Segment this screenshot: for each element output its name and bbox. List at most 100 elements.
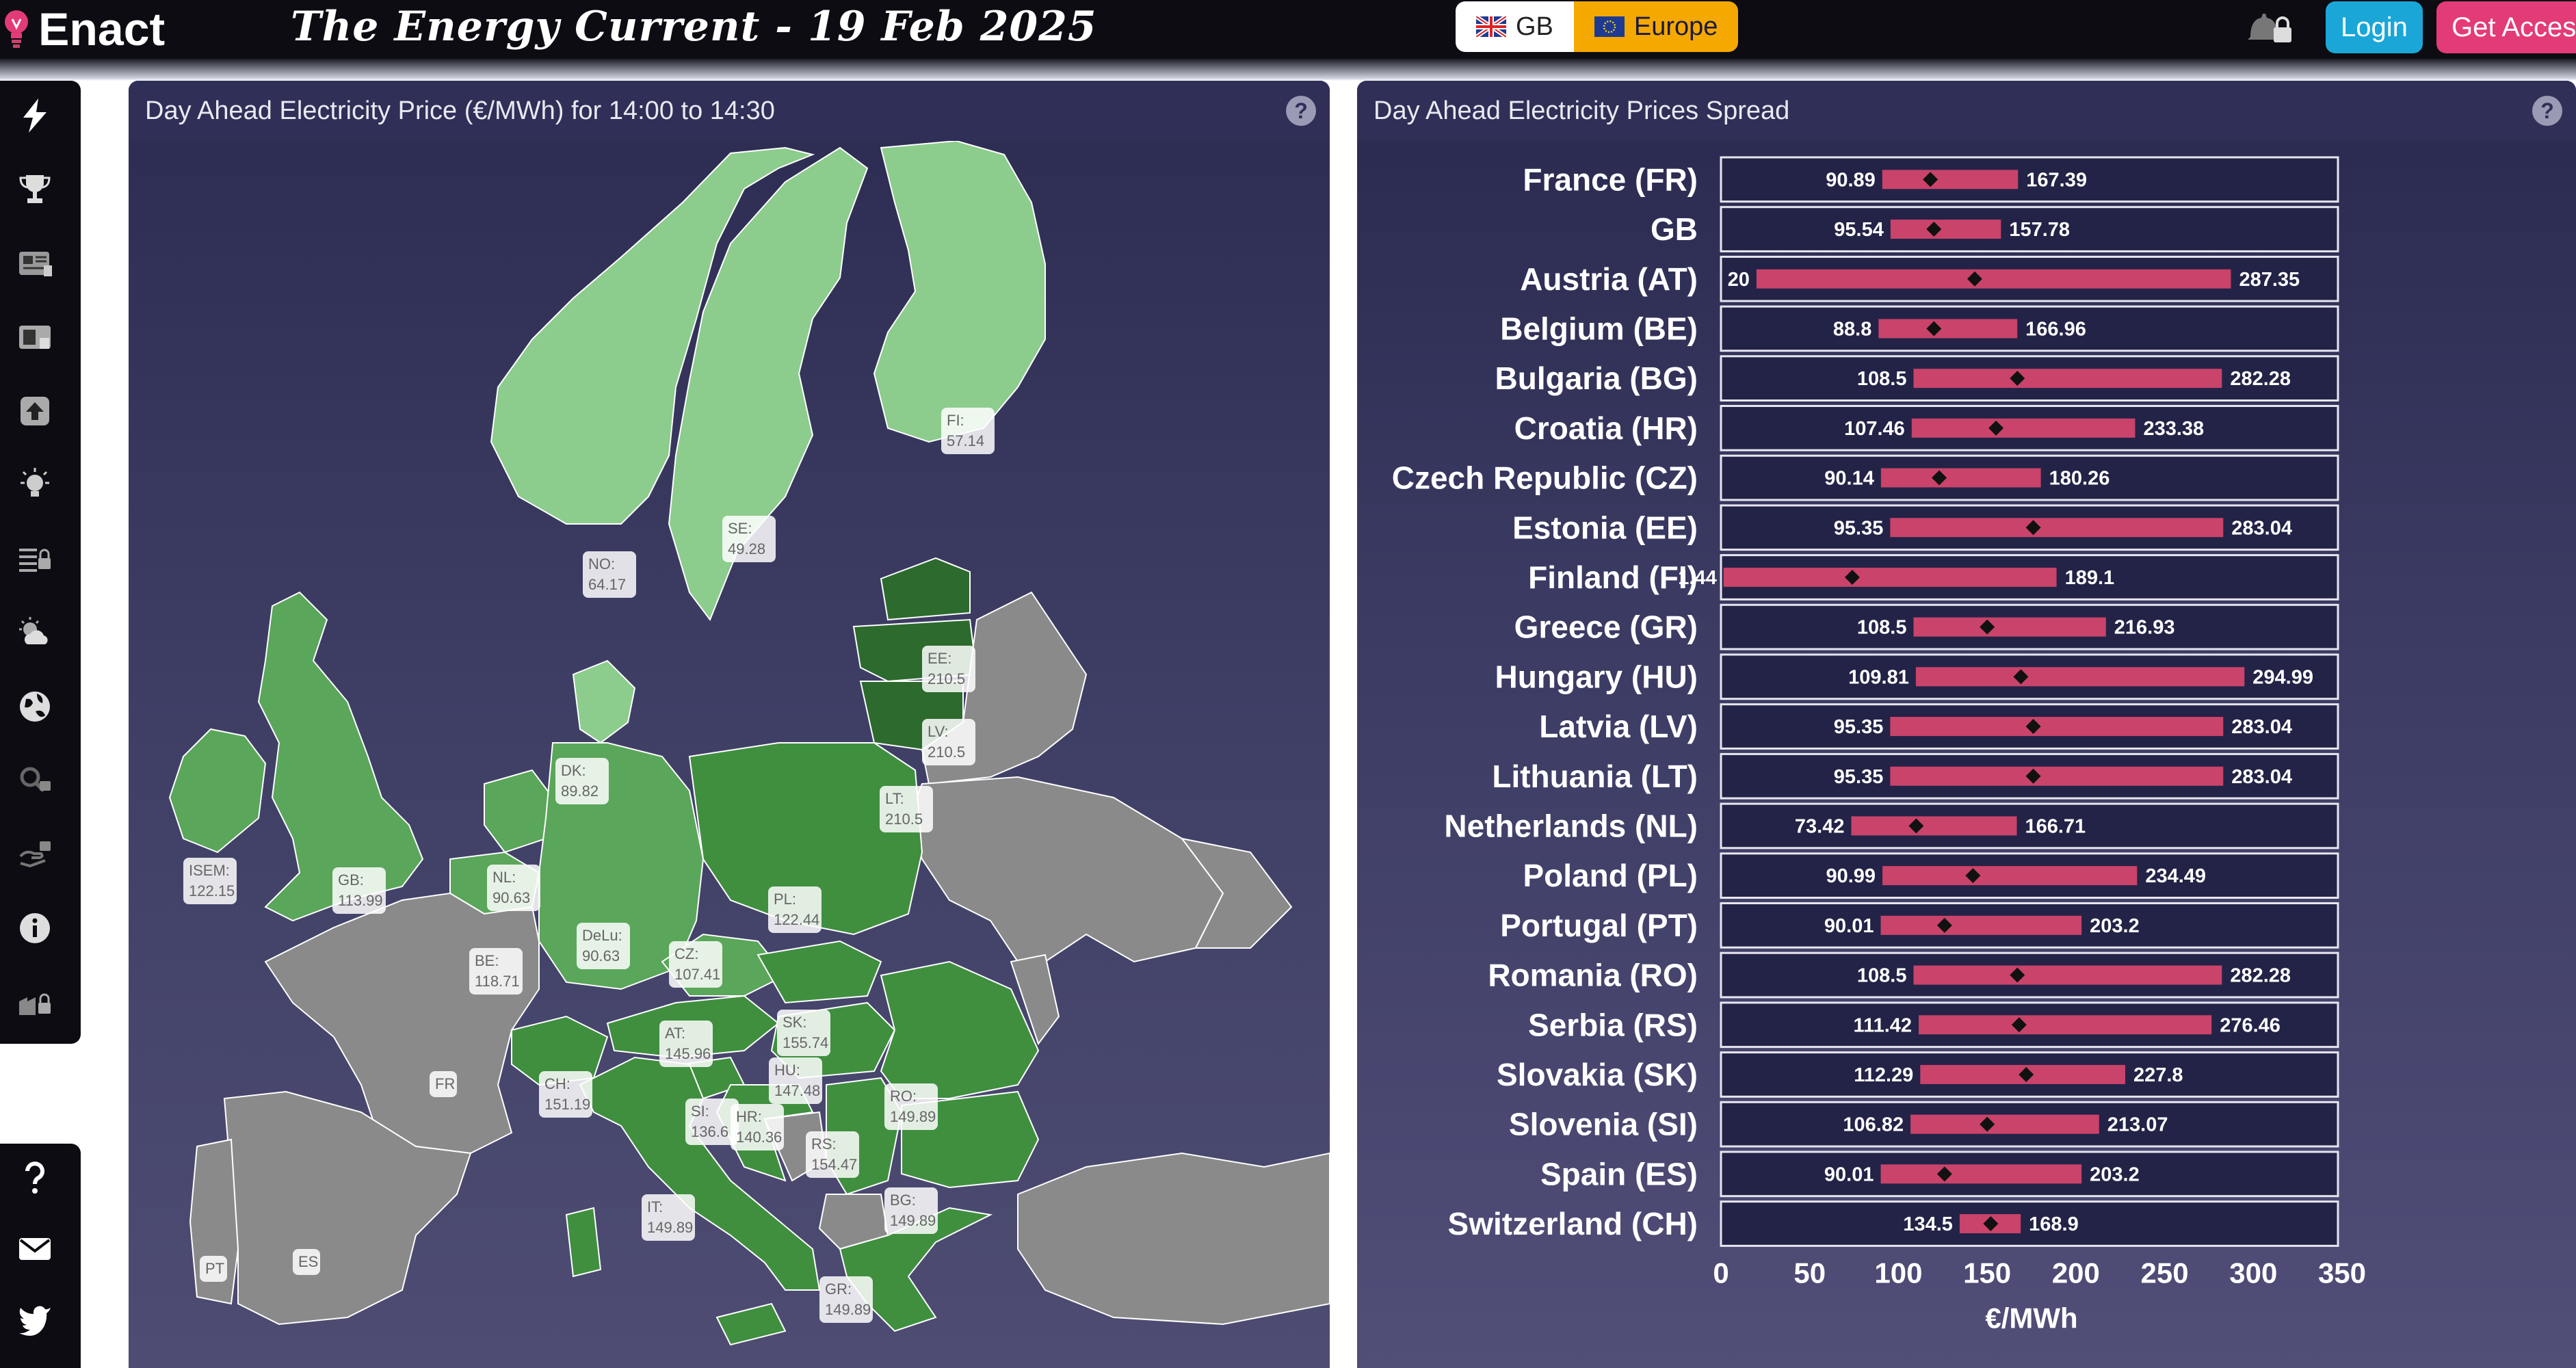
spread-bar[interactable] [1880, 1164, 2082, 1184]
spread-marker [2025, 520, 2041, 536]
spread-bar[interactable] [1913, 965, 2222, 985]
country-it-sardinia[interactable] [565, 1207, 602, 1278]
trophy-icon[interactable] [15, 170, 55, 209]
spread-row: Slovakia (SK) 112.29 227.8 [1497, 1051, 2339, 1098]
region-gb-label: GB [1516, 12, 1553, 41]
spread-bar[interactable] [1878, 319, 2018, 339]
spread-bar[interactable] [1880, 915, 2082, 935]
region-gb-button[interactable]: GB [1456, 1, 1574, 52]
spread-help-icon[interactable]: ? [2532, 96, 2562, 126]
country-se[interactable] [668, 146, 869, 622]
spread-max-label: 203.2 [2090, 915, 2140, 937]
spread-min-label: 112.29 [1854, 1064, 1913, 1086]
spread-bar[interactable] [1756, 269, 2231, 289]
spread-marker [2011, 1017, 2027, 1033]
spread-bar[interactable] [1890, 518, 2224, 538]
country-label: Romania (RO) [1488, 958, 1698, 993]
map-label: ES [293, 1249, 320, 1275]
spread-bar[interactable] [1910, 1114, 2099, 1134]
map-label-value: 89.82 [561, 782, 599, 800]
spread-bar[interactable] [1723, 567, 2057, 587]
spread-max-label: 189.1 [2065, 567, 2115, 589]
map-label-value: 149.89 [890, 1108, 936, 1125]
spread-bar[interactable] [1913, 369, 2222, 389]
spread-max-label: 166.71 [2025, 815, 2086, 837]
get-access-button[interactable]: Get Access [2436, 1, 2576, 53]
spread-panel-title: Day Ahead Electricity Prices Spread ? [1357, 81, 2576, 141]
map-label: DK: 89.82 [555, 758, 609, 804]
country-it-sicily[interactable] [715, 1302, 787, 1346]
spread-row-box [1720, 305, 2339, 352]
spread-marker [2019, 1066, 2034, 1082]
info-icon[interactable] [15, 908, 55, 948]
mail-icon[interactable] [15, 1228, 55, 1268]
region-europe-label: Europe [1633, 12, 1718, 41]
hand-lock-icon[interactable] [15, 834, 55, 874]
country-ro[interactable] [880, 960, 1040, 1099]
weather-icon[interactable] [15, 613, 55, 653]
spread-bar[interactable] [1882, 170, 2019, 189]
country-es[interactable] [223, 1090, 472, 1326]
spread-min-label: 95.54 [1834, 219, 1884, 241]
country-fi[interactable] [873, 141, 1046, 443]
country-label: Lithuania (LT) [1492, 759, 1698, 794]
spread-bar[interactable] [1880, 468, 2041, 488]
spread-bar[interactable] [1851, 816, 2017, 836]
price-spread-chart: France (FR) 90.89 167.39 GB 95.54 157.78 Austr… [1392, 156, 2366, 1334]
map-help-icon[interactable]: ? [1286, 96, 1316, 126]
country-sk[interactable] [757, 940, 882, 1004]
country-ie[interactable] [168, 728, 267, 854]
app-logo-text: Enact [38, 3, 166, 55]
spread-row-box [1720, 405, 2339, 451]
spread-bar[interactable] [1913, 617, 2106, 637]
spread-row: Romania (RO) 108.5 282.28 [1488, 951, 2339, 999]
x-axis-label: €/MWh [1985, 1302, 2077, 1334]
country-label: Serbia (RS) [1528, 1007, 1698, 1042]
map-label-box [583, 551, 636, 598]
factory-lock-icon[interactable] [15, 982, 55, 1022]
spread-row: France (FR) 90.89 167.39 [1523, 156, 2339, 203]
spread-bar[interactable] [1890, 220, 2001, 239]
map-label-code: FR [435, 1075, 455, 1092]
map-label-value: 122.15 [189, 882, 235, 899]
twitter-icon[interactable] [15, 1298, 55, 1338]
locked-notifications-icon[interactable] [2244, 7, 2298, 48]
country-pl[interactable] [688, 742, 923, 936]
newspaper-icon[interactable] [15, 244, 55, 283]
country-ee[interactable] [880, 557, 971, 621]
lightbulb-icon[interactable] [15, 465, 55, 505]
spread-bar[interactable] [1882, 866, 2138, 886]
spread-bar[interactable] [1890, 717, 2224, 737]
spread-row: Greece (GR) 108.5 216.93 [1514, 603, 2339, 650]
login-button[interactable]: Login [2326, 1, 2423, 53]
map-label-code: FI: [947, 412, 964, 429]
lightning-icon[interactable] [15, 96, 55, 135]
spread-bar[interactable] [1915, 667, 2245, 687]
spread-bar[interactable] [1911, 418, 2135, 438]
spread-max-label: 168.9 [2029, 1213, 2079, 1235]
europe-price-map[interactable]: FI: 57.14 SE: 49.28 NO: 64.17 EE: 210.5 LV: 210.5… [129, 141, 1330, 1368]
upload-arrow-icon[interactable] [15, 391, 55, 431]
spread-max-label: 203.2 [2090, 1163, 2140, 1185]
country-no[interactable] [490, 146, 815, 525]
list-lock-icon[interactable] [15, 539, 55, 579]
map-label-code: BE: [475, 952, 499, 969]
map-label-code: ISEM: [189, 862, 230, 879]
spread-bar[interactable] [1890, 766, 2224, 786]
spread-row-box [1720, 206, 2339, 252]
region-europe-button[interactable]: Europe [1573, 1, 1739, 52]
globe-icon[interactable] [15, 687, 55, 726]
search-lock-icon[interactable] [15, 761, 55, 800]
help-icon[interactable] [15, 1157, 55, 1197]
app-logo[interactable]: Enact [0, 0, 165, 59]
map-label: ISEM: 122.15 [183, 858, 237, 904]
x-tick-label: 200 [2052, 1257, 2100, 1289]
map-label-box [884, 1083, 938, 1130]
map-label-code: SK: [783, 1014, 806, 1031]
country-dk[interactable] [572, 659, 636, 744]
map-label-value: 49.28 [728, 540, 765, 557]
map-label-code: DK: [561, 762, 586, 779]
panel-icon[interactable] [15, 317, 55, 357]
map-label-value: 122.44 [774, 911, 819, 928]
spread-bar[interactable] [1919, 1015, 2212, 1035]
